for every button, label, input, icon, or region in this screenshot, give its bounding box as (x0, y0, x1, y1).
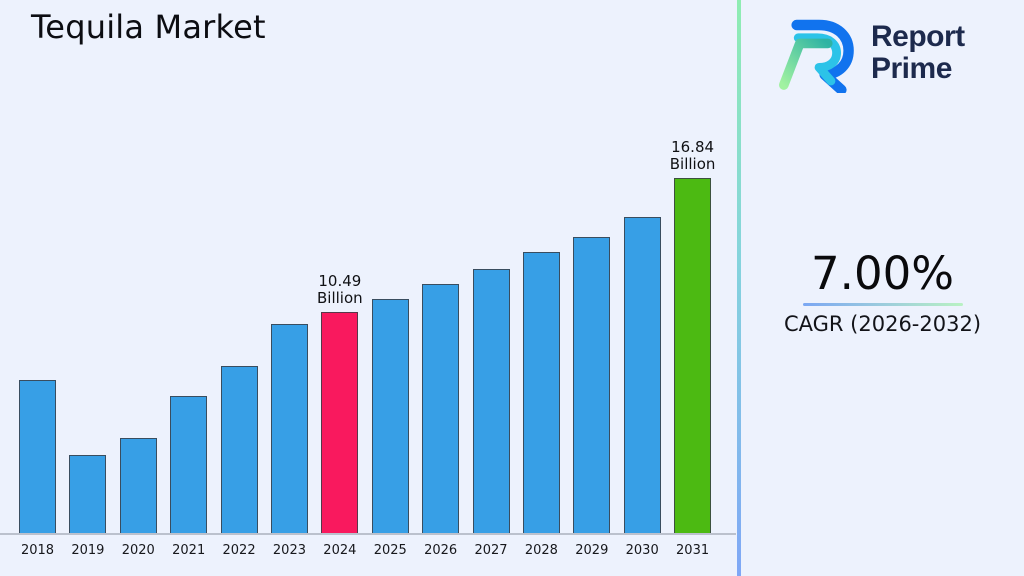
value-annotation-2031: 16.84 Billion (669, 137, 716, 174)
x-tick-label-2031: 2031 (676, 543, 710, 558)
report-prime-logo: Report Prime (774, 13, 965, 93)
x-tick-label-2019: 2019 (71, 543, 105, 558)
cagr-block: 7.00% CAGR (2026-2032) (741, 251, 1024, 336)
bar-2020 (119, 438, 157, 533)
x-tick-label-2020: 2020 (121, 543, 155, 558)
x-tick-label-2021: 2021 (172, 543, 206, 558)
cagr-underline (802, 303, 963, 306)
bar-slot-2030: 2030 (623, 177, 661, 558)
logo-text-line1: Report (871, 20, 965, 53)
bar-2019 (69, 455, 107, 533)
x-tick-label-2022: 2022 (222, 543, 256, 558)
bar-slot-2025: 2025 (371, 177, 409, 558)
bar-slot-2029: 2029 (573, 177, 611, 558)
bar-chart: 2018 2019 2020 2021 2022 2023 10.49 Billion 2024… (19, 138, 716, 558)
bar-slot-2018: 2018 (19, 177, 56, 558)
bar-2018 (19, 380, 56, 533)
x-tick-label-2029: 2029 (575, 543, 609, 558)
x-tick-label-2026: 2026 (424, 543, 458, 558)
bar-slot-2022: 2022 (220, 177, 258, 558)
right-panel: Report Prime 7.00% CAGR (2026-2032) (741, 0, 1024, 576)
bar-2024: 10.49 Billion (317, 272, 363, 533)
x-axis-line (0, 533, 736, 535)
x-tick-label-2023: 2023 (272, 543, 306, 558)
cagr-value: 7.00% (811, 247, 954, 300)
bar-2028 (522, 252, 560, 533)
value-annotation-2024: 10.49 Billion (317, 271, 363, 308)
bar-slot-2020: 2020 (119, 177, 157, 558)
logo-text-line2: Prime (871, 52, 952, 85)
bar-2031: 16.84 Billion (670, 138, 715, 533)
bar-2027 (472, 269, 510, 533)
bar-slot-2024: 10.49 Billion 2024 (317, 177, 363, 558)
bar-slot-2028: 2028 (522, 177, 560, 558)
x-tick-label-2027: 2027 (474, 543, 508, 558)
bar-2030 (623, 217, 661, 533)
bar-2023 (270, 324, 308, 533)
bar-slot-2019: 2019 (69, 177, 107, 558)
x-tick-label-2028: 2028 (524, 543, 558, 558)
x-tick-label-2024: 2024 (323, 543, 357, 558)
bar-2025 (371, 299, 409, 533)
x-tick-label-2030: 2030 (625, 543, 659, 558)
vertical-divider (737, 0, 741, 576)
bar-2026 (422, 284, 460, 533)
bar-slot-2031: 16.84 Billion 2031 (670, 138, 716, 558)
bar-slot-2021: 2021 (170, 177, 208, 558)
bar-2021 (170, 396, 208, 533)
bar-slot-2027: 2027 (472, 177, 510, 558)
report-prime-logo-text: Report Prime (871, 21, 965, 85)
x-tick-label-2018: 2018 (20, 543, 55, 558)
page-title: Tequila Market (31, 8, 266, 46)
bar-slot-2026: 2026 (422, 177, 460, 558)
cagr-label: CAGR (2026-2032) (783, 312, 982, 336)
bar-slot-2023: 2023 (270, 177, 308, 558)
report-prime-logo-icon (779, 19, 854, 93)
x-tick-label-2025: 2025 (373, 543, 407, 558)
bar-2022 (220, 366, 258, 533)
bar-2029 (573, 237, 611, 533)
